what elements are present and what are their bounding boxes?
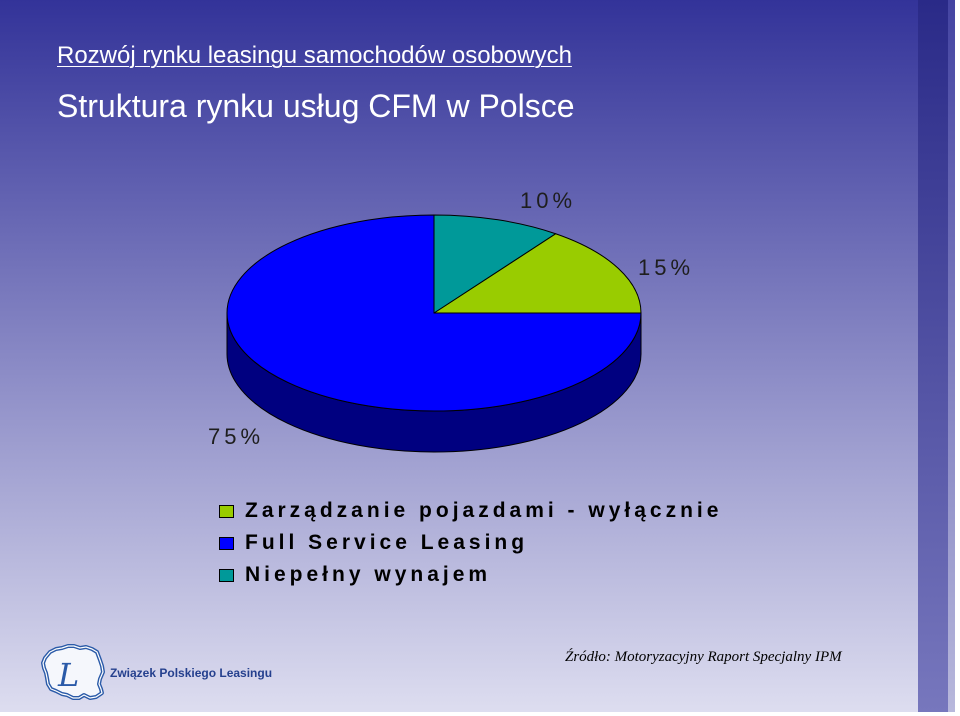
- pie-slice-zarzadzanie-pojazdami-wylacznie: [433, 233, 642, 314]
- legend-item-full-service-leasing: Full Service Leasing: [219, 532, 739, 554]
- legend-label-full-service-leasing: Full Service Leasing: [245, 531, 529, 554]
- right-edge-band-light: [948, 0, 955, 712]
- legend-item-niepelny-wynajem: Niepełny wynajem: [219, 564, 739, 586]
- pie-slice-full-service-leasing: [226, 214, 642, 412]
- legend-label-niepelny-wynajem: Niepełny wynajem: [245, 563, 492, 586]
- chart-title: Struktura rynku usług CFM w Polsce: [57, 88, 575, 124]
- logo-mark-letter: L: [57, 656, 79, 694]
- right-border: [955, 0, 960, 716]
- data-label-full-service-leasing: 75%: [208, 424, 265, 449]
- bottom-border: [0, 712, 960, 716]
- pie-tops: [226, 214, 642, 412]
- legend-swatch-zarzadzanie: [219, 505, 234, 518]
- zpl-logo-icon: L: [41, 644, 105, 700]
- zpl-logo: L Związek Polskiego Leasingu: [40, 642, 280, 704]
- data-label-niepelny-wynajem: 10%: [520, 188, 577, 213]
- poland-outline-inner-line: [42, 645, 104, 699]
- pie-slice-niepelny-wynajem: [433, 214, 557, 314]
- legend-label-zarzadzanie: Zarządzanie pojazdami - wyłącznie: [245, 499, 723, 522]
- right-edge-band: [918, 0, 948, 712]
- logo-text: Związek Polskiego Leasingu: [110, 666, 273, 680]
- source-note: Źródło: Motoryzacyjny Raport Specjalny I…: [565, 649, 842, 665]
- data-label-zarzadzanie: 15%: [638, 255, 695, 280]
- legend-item-zarzadzanie: Zarządzanie pojazdami - wyłącznie: [219, 500, 739, 522]
- legend-swatch-full-service-leasing: [219, 537, 234, 550]
- legend-swatch-niepelny-wynajem: [219, 569, 234, 582]
- slide-title: Rozwój rynku leasingu samochodów osobowy…: [57, 42, 572, 69]
- chart-legend: Zarządzanie pojazdami - wyłącznie Full S…: [219, 500, 739, 596]
